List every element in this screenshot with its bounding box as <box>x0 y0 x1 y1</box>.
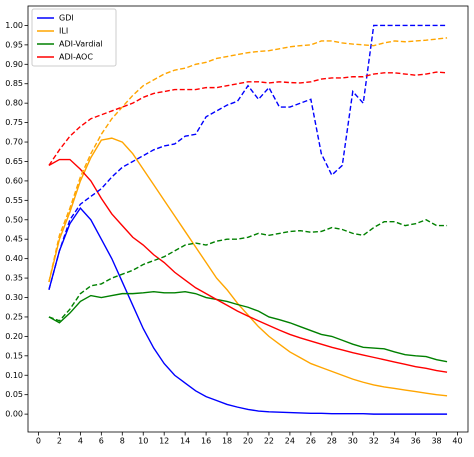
y-tick-label: 0.90 <box>5 60 23 69</box>
y-tick-label: 0.65 <box>5 157 23 166</box>
x-tick-label: 16 <box>201 437 211 446</box>
line <box>48 137 448 397</box>
y-tick-label: 0.40 <box>5 254 23 263</box>
legend-label: ADI-AOC <box>59 53 93 62</box>
x-tick-label: 24 <box>285 437 295 446</box>
y-tick-label: 0.00 <box>5 410 23 419</box>
legend-label: ADI-Vardial <box>59 40 103 49</box>
y-tick-label: 0.05 <box>5 390 23 399</box>
x-tick-label: 12 <box>159 437 169 446</box>
y-tick-label: 0.30 <box>5 293 23 302</box>
line <box>48 206 448 415</box>
line <box>48 158 448 373</box>
x-tick-label: 8 <box>120 437 125 446</box>
legend-box <box>31 8 117 67</box>
line <box>48 290 448 363</box>
plot-frame <box>27 5 469 433</box>
y-tick-label: 0.85 <box>5 79 23 88</box>
dashed-line <box>48 24 448 290</box>
x-tick-label: 18 <box>222 437 232 446</box>
x-tick-label: 14 <box>180 437 190 446</box>
y-tick-label: 0.95 <box>5 40 23 49</box>
x-tick-label: 6 <box>99 437 104 446</box>
x-tick-label: 26 <box>306 437 316 446</box>
y-tick-label: 0.75 <box>5 118 23 127</box>
y-tick-label: 0.25 <box>5 312 23 321</box>
dashed-line <box>48 37 448 283</box>
y-tick-label: 0.45 <box>5 235 23 244</box>
x-tick-label: 0 <box>36 437 41 446</box>
x-tick-label: 40 <box>452 437 462 446</box>
x-tick-label: 2 <box>57 437 62 446</box>
y-tick-label: 0.55 <box>5 196 23 205</box>
y-tick-label: 0.70 <box>5 138 23 147</box>
dashed-line <box>48 71 448 166</box>
x-tick-label: 36 <box>411 437 421 446</box>
y-tick-label: 0.20 <box>5 332 23 341</box>
y-tick-label: 0.15 <box>5 351 23 360</box>
x-tick-label: 32 <box>369 437 379 446</box>
x-tick-label: 28 <box>327 437 337 446</box>
x-tick-label: 10 <box>138 437 148 446</box>
x-tick-label: 34 <box>390 437 400 446</box>
x-tick-label: 22 <box>264 437 274 446</box>
legend-label: ILI <box>59 27 68 36</box>
y-tick-label: 0.35 <box>5 274 23 283</box>
x-tick-label: 30 <box>348 437 358 446</box>
y-tick-label: 0.80 <box>5 99 23 108</box>
x-tick-label: 20 <box>243 437 253 446</box>
y-tick-label: 0.10 <box>5 371 23 380</box>
legend-label: GDI <box>59 14 74 23</box>
y-tick-label: 0.60 <box>5 176 23 185</box>
x-tick-label: 4 <box>78 437 83 446</box>
dashed-line <box>48 219 448 322</box>
x-tick-label: 38 <box>431 437 441 446</box>
y-tick-label: 1.00 <box>5 21 23 30</box>
y-tick-label: 0.50 <box>5 215 23 224</box>
